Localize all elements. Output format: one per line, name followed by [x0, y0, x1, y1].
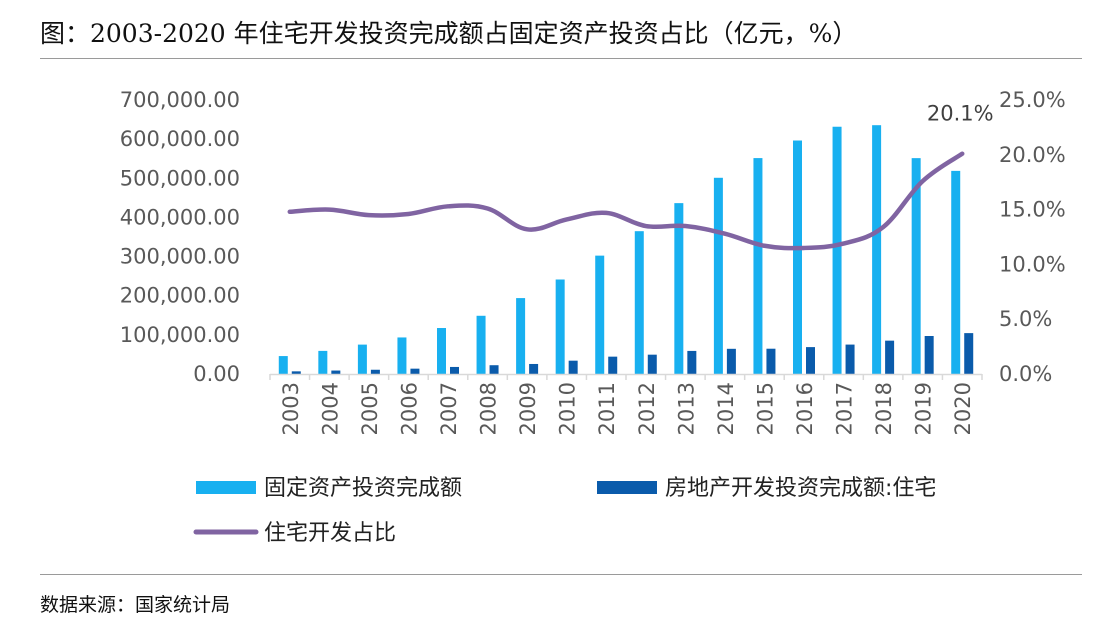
ratio-line [287, 151, 965, 251]
fixed-investment-bar [555, 279, 565, 374]
fixed-investment-bar [793, 140, 802, 374]
residential-investment-bar [806, 347, 815, 374]
left-y-tick-label: 400,000.00 [120, 205, 240, 229]
source-divider [40, 574, 1082, 575]
x-tick-label: 2017 [833, 382, 857, 435]
right-y-tick-label: 25.0% [999, 88, 1066, 112]
left-y-tick-label: 600,000.00 [120, 127, 240, 151]
x-tick-label: 2003 [279, 382, 303, 435]
x-tick-label: 2004 [318, 382, 342, 435]
residential-investment-bar [885, 340, 895, 374]
residential-investment-bar [766, 348, 776, 374]
fixed-investment-bar [951, 170, 961, 374]
left-y-tick-label: 100,000.00 [120, 323, 240, 347]
fixed-investment-bar [437, 328, 446, 374]
left-y-axis: 0.00 100,000.00 200,000.00 300,000.00 400,00… [120, 88, 240, 386]
x-tick-label: 2014 [714, 382, 738, 435]
fixed-investment-bar [516, 298, 526, 374]
x-tick-label: 2016 [793, 382, 817, 435]
residential-investment-bar [450, 366, 459, 374]
legend-label: 固定资产投资完成额 [264, 476, 462, 501]
fixed-investment-bar [872, 125, 882, 374]
fixed-investment-bar [397, 337, 407, 374]
fixed-investment-bar [318, 350, 328, 374]
fixed-investment-bar [476, 315, 486, 374]
x-tick-label: 2009 [516, 382, 540, 435]
residential-investment-bar [489, 365, 499, 374]
residential-investment-bar [331, 370, 341, 374]
x-tick-label: 2005 [358, 382, 382, 435]
left-y-tick-label: 500,000.00 [120, 166, 240, 190]
left-y-tick-label: 300,000.00 [120, 245, 240, 269]
fixed-investment-bar [357, 344, 367, 374]
residential-investment-bar [687, 350, 697, 374]
x-tick-label: 2020 [951, 382, 975, 435]
fixed-investment-bar [753, 158, 763, 374]
fixed-investment-bar [674, 203, 684, 374]
x-tick-label: 2010 [556, 382, 580, 435]
residential-investment-bar [726, 348, 736, 374]
x-tick-label: 2007 [437, 382, 461, 435]
x-tick-label: 2006 [397, 382, 421, 435]
residential-investment-bar [608, 356, 618, 374]
x-tick-label: 2008 [477, 382, 501, 435]
figure-title: 图：2003-2020 年住宅开发投资完成额占固定资产投资占比（亿元，%） [40, 19, 858, 48]
residential-investment-bar [410, 368, 420, 374]
fixed-investment-bar [595, 255, 605, 374]
right-y-tick-label: 5.0% [999, 307, 1052, 331]
legend-label: 住宅开发占比 [264, 521, 396, 546]
left-y-tick-label: 0.00 [193, 362, 240, 386]
right-y-tick-label: 20.0% [999, 143, 1066, 167]
x-tick-label: 2013 [674, 382, 698, 435]
legend-swatch [597, 481, 657, 494]
legend-label: 房地产开发投资完成额:住宅 [665, 476, 936, 501]
right-y-tick-label: 10.0% [999, 252, 1066, 276]
right-y-tick-label: 15.0% [999, 198, 1066, 222]
ratio-line-layer [287, 151, 965, 251]
source-note: 数据来源：国家统计局 [40, 594, 231, 616]
legend-swatch [196, 481, 256, 494]
residential-investment-bar [568, 360, 578, 374]
residential-investment-bar [647, 354, 657, 374]
fixed-investment-bar [911, 158, 921, 374]
left-y-tick-label: 700,000.00 [120, 88, 240, 112]
x-tick-label: 2015 [753, 382, 777, 435]
residential-investment-bars [291, 333, 974, 374]
residential-investment-bar [291, 371, 301, 374]
right-y-tick-label: 0.0% [999, 362, 1052, 386]
x-tick-label: 2019 [912, 382, 936, 435]
right-y-axis: 0.0% 5.0% 10.0% 15.0% 20.0% 25.0% [999, 88, 1066, 386]
fixed-investment-bars [278, 125, 961, 374]
last-point-label: 20.1% [927, 102, 994, 126]
residential-investment-bar [964, 333, 974, 374]
x-tick-label: 2018 [872, 382, 896, 435]
x-tick-label: 2011 [595, 382, 619, 435]
fixed-investment-bar [634, 231, 644, 374]
residential-investment-bar [845, 344, 855, 374]
residential-investment-bar [529, 363, 539, 374]
left-y-tick-label: 200,000.00 [120, 284, 240, 308]
x-axis-ticks [269, 374, 983, 380]
fixed-investment-bar [278, 356, 288, 374]
residential-investment-bar [924, 336, 934, 374]
fixed-investment-bar [713, 177, 723, 374]
fixed-investment-bar [832, 126, 842, 374]
residential-investment-bar [370, 369, 380, 374]
x-tick-label: 2012 [635, 382, 659, 435]
title-divider [40, 58, 1082, 59]
x-axis: 2003 2004 2005 2006 2007 2008 2009 2010 2011 2012… [279, 382, 975, 435]
